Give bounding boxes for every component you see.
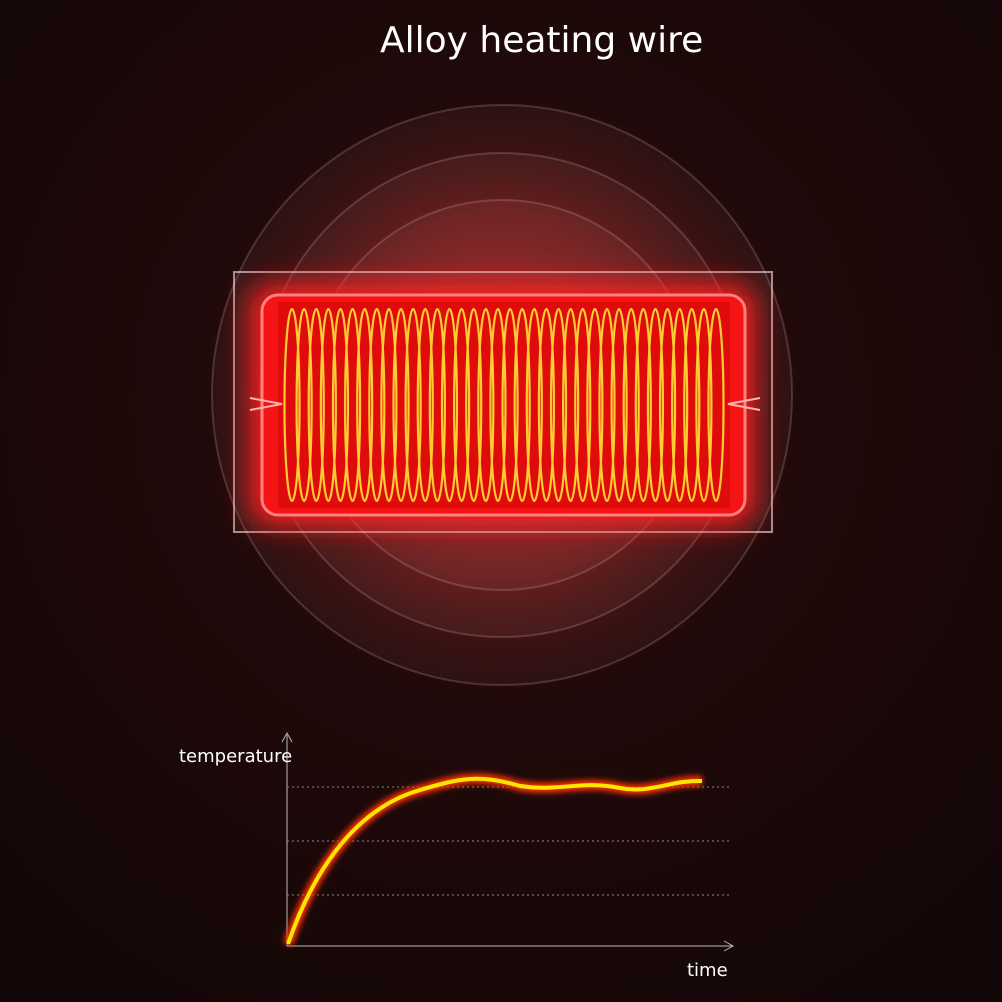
coil-loop bbox=[574, 307, 592, 503]
coil-loop bbox=[307, 307, 325, 503]
coil-loop bbox=[598, 307, 616, 503]
coil-loop bbox=[440, 307, 459, 503]
coil-loop bbox=[343, 307, 362, 503]
coil-loop bbox=[452, 307, 471, 503]
coil-loop bbox=[610, 307, 628, 503]
y-axis-label: temperature bbox=[179, 746, 292, 767]
coil-loop bbox=[489, 307, 507, 503]
coil-loop bbox=[683, 307, 701, 503]
y-arrow bbox=[281, 731, 293, 743]
coil-loop bbox=[549, 307, 568, 503]
coil-loop bbox=[392, 307, 410, 503]
coil-loop bbox=[501, 307, 519, 503]
coil-loop bbox=[380, 307, 398, 503]
coil-loop bbox=[537, 307, 556, 503]
x-arrow bbox=[723, 940, 735, 952]
terminal-right bbox=[727, 397, 761, 411]
coil-loop bbox=[646, 307, 665, 503]
coil-loop bbox=[634, 307, 652, 503]
title: Alloy heating wire bbox=[380, 20, 703, 61]
coil-loop bbox=[356, 307, 374, 503]
coil-loop bbox=[695, 307, 713, 503]
coil-loop bbox=[283, 307, 301, 503]
terminals bbox=[249, 397, 761, 411]
coil-loop bbox=[416, 307, 434, 503]
coil-loop bbox=[477, 307, 495, 503]
temperature-graph: temperature time bbox=[179, 731, 735, 981]
heating-coil bbox=[283, 307, 725, 503]
coil-loop bbox=[465, 307, 483, 503]
coil-loop bbox=[428, 307, 446, 503]
coil-loop bbox=[295, 307, 313, 503]
coil-loop bbox=[671, 307, 689, 503]
coil-loop bbox=[562, 307, 580, 503]
coil-loop bbox=[586, 307, 604, 503]
coil-loop bbox=[707, 307, 725, 503]
coil-loop bbox=[622, 307, 640, 503]
coil-loop bbox=[368, 307, 386, 503]
temperature-curve bbox=[286, 776, 703, 945]
x-axis-label: time bbox=[687, 960, 728, 981]
coil-loop bbox=[525, 307, 543, 503]
coil-loop bbox=[658, 307, 677, 503]
coil-loop bbox=[319, 307, 337, 503]
coil-loop bbox=[331, 307, 350, 503]
terminal-left bbox=[249, 397, 283, 411]
coil-loop bbox=[513, 307, 531, 503]
coil-loop bbox=[404, 307, 422, 503]
